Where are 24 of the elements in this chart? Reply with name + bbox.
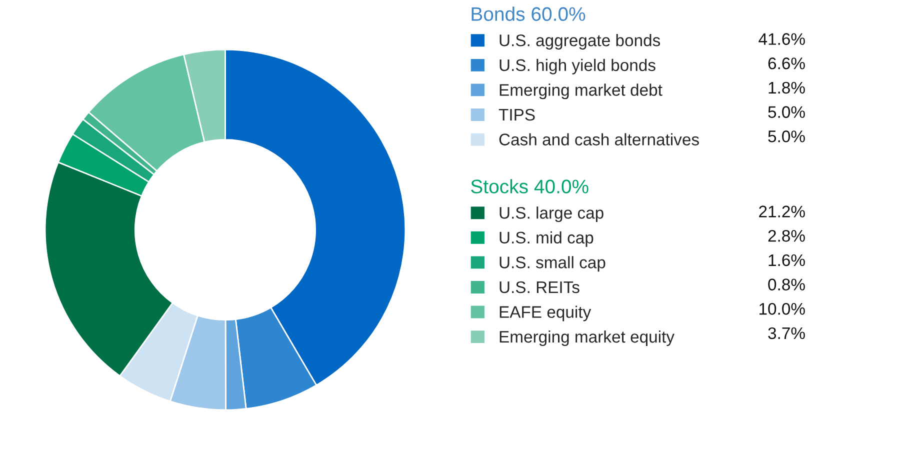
legend-label: U.S. small cap: [500, 256, 606, 272]
data-label: 5.0%: [768, 106, 805, 118]
legend-label: U.S. aggregate bonds: [500, 34, 660, 50]
data-label: 0.8%: [768, 278, 805, 290]
data-label: 21.2%: [759, 206, 805, 218]
data-label: 1.6%: [768, 254, 805, 266]
legend-label: Emerging market debt: [500, 84, 662, 100]
legend-label: U.S. REITs: [500, 281, 580, 294]
legend-label: Cash and cash alternatives: [499, 133, 699, 146]
text: Stocks 40.0%: [471, 179, 588, 194]
data-label: 1.8%: [768, 82, 805, 94]
legend-label: U.S. mid cap: [500, 231, 594, 247]
data-label: 6.6%: [768, 58, 805, 70]
data-label: 41.6%: [758, 33, 805, 45]
legend-label: U.S. high yield bonds: [500, 58, 656, 74]
data-label: 2.8%: [768, 230, 805, 242]
legend-label: Emerging market equity: [500, 330, 674, 346]
legend-label: U.S. large cap: [500, 206, 604, 222]
data-label: 3.7%: [768, 327, 805, 340]
legend-label: TIPS: [498, 108, 535, 121]
data-label: 5.0%: [768, 130, 805, 142]
data-label: 10.0%: [760, 302, 805, 315]
legend-label: EAFE equity: [500, 306, 592, 322]
text: Bonds 60.0%: [472, 6, 586, 21]
